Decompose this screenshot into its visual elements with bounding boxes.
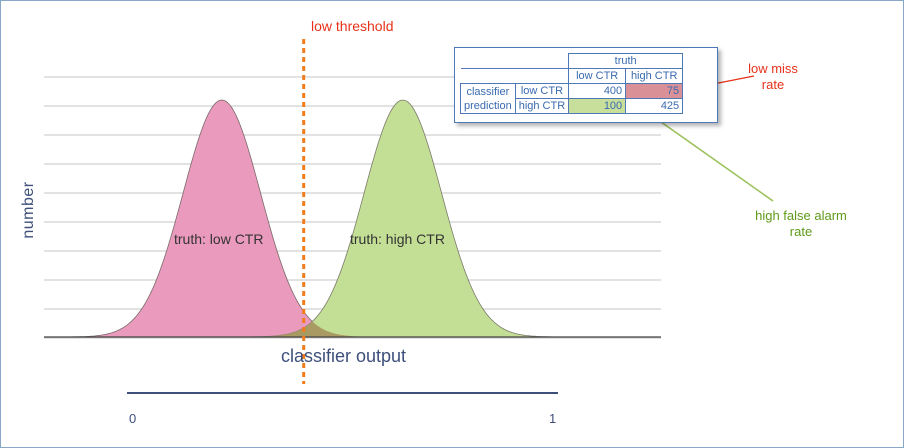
- row-header-high-ctr: high CTR: [514, 98, 570, 114]
- col-header-low-ctr: low CTR: [568, 68, 627, 84]
- prediction-header-line2: prediction: [464, 99, 512, 112]
- high-ctr-distribution: [44, 99, 661, 338]
- matrix-blank-cell: [460, 53, 570, 69]
- matrix-blank-cell: [460, 68, 570, 84]
- cell-false-alarm: 100: [568, 98, 627, 114]
- col-header-high-ctr: high CTR: [625, 68, 684, 84]
- prediction-header-line1: classifier: [466, 85, 510, 98]
- y-axis-label: number: [20, 181, 37, 239]
- false-alarm-annotation: high false alarm rate: [755, 208, 847, 239]
- cell-miss: 75: [625, 83, 684, 99]
- prediction-row-header: classifier prediction: [460, 83, 516, 114]
- x-tick-label: 1: [549, 411, 557, 426]
- miss-rate-annotation: low miss rate: [748, 61, 798, 92]
- cell-true-high: 425: [625, 98, 684, 114]
- confusion-matrix: truth low CTR high CTR classifier predic…: [454, 47, 718, 123]
- x-axis-label: classifier output: [281, 346, 407, 366]
- threshold-label: low threshold: [311, 18, 394, 34]
- truth-header: truth: [568, 53, 684, 69]
- cell-true-low: 400: [568, 83, 627, 99]
- confusion-matrix-table: truth low CTR high CTR classifier predic…: [460, 53, 684, 114]
- high-ctr-label: truth: high CTR: [350, 231, 445, 247]
- row-header-low-ctr: low CTR: [514, 83, 570, 99]
- low-ctr-label: truth: low CTR: [174, 231, 264, 247]
- x-tick-label: 0: [129, 411, 137, 426]
